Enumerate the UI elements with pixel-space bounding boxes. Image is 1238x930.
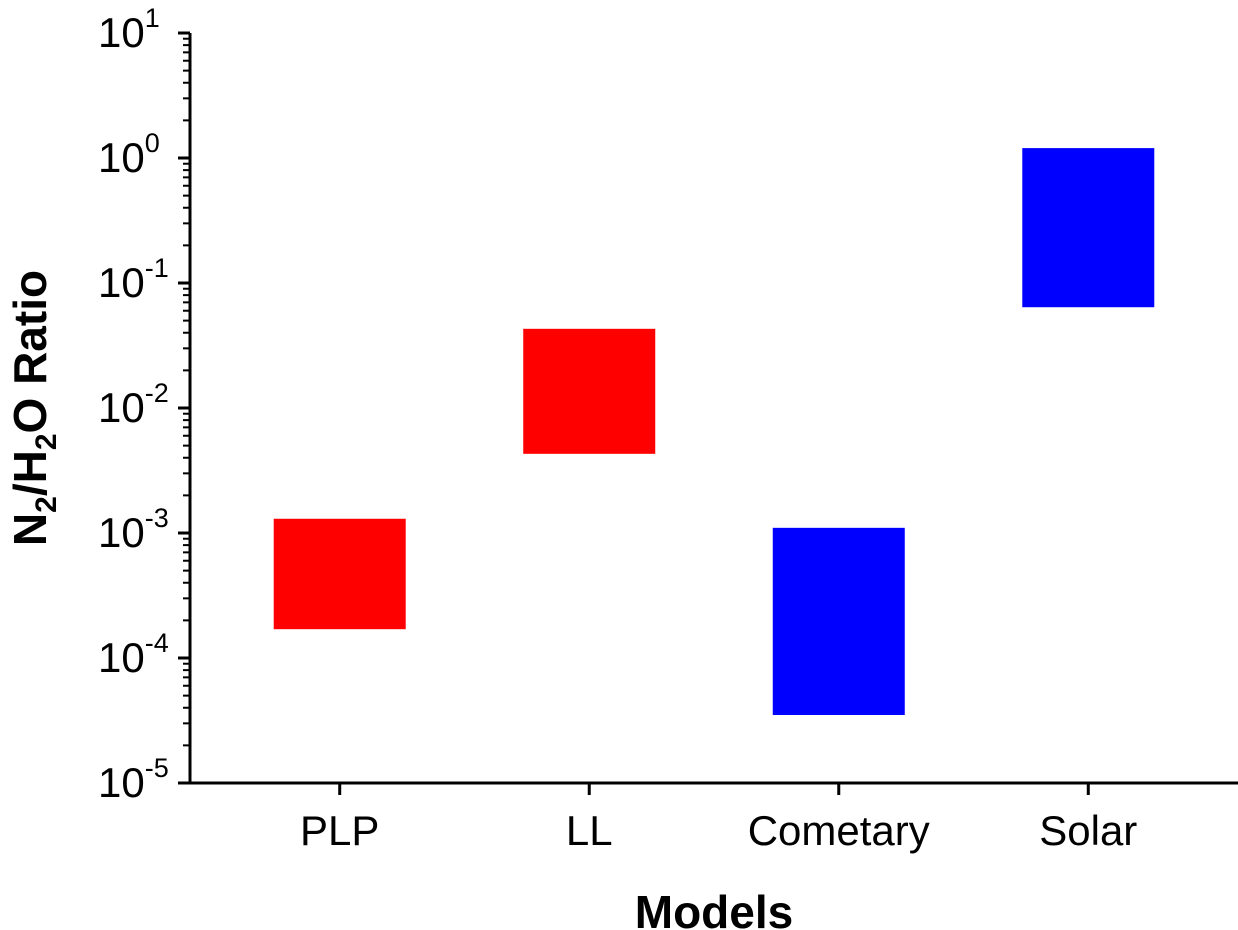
y-ticks-group [178, 31, 190, 785]
y-tick-base: 10 [98, 134, 145, 181]
x-tick-label: Cometary [748, 807, 930, 854]
y-axis-title-part: O Ratio [4, 270, 56, 434]
y-tick-exponent: 0 [145, 128, 160, 158]
y-tick-label: 10-4 [98, 628, 169, 681]
y-tick-base: 10 [98, 759, 145, 806]
y-tick-base: 10 [98, 509, 145, 556]
y-tick-exponent: -3 [145, 503, 169, 533]
y-axis-title: N2/H2O Ratio [4, 270, 63, 546]
axes-group [188, 33, 1238, 785]
range-bar-cometary [772, 527, 905, 715]
y-tick-base: 10 [98, 634, 145, 681]
x-tick-label: Solar [1039, 807, 1137, 854]
x-axis-title: Models [635, 886, 793, 930]
y-tick-base: 10 [98, 384, 145, 431]
y-tick-exponent: -4 [145, 628, 169, 658]
y-tick-exponent: 1 [145, 3, 160, 33]
x-tick-label: PLP [300, 807, 379, 854]
y-tick-base: 10 [98, 259, 145, 306]
y-axis-title-part: N [4, 513, 56, 546]
y-tick-label: 100 [98, 128, 160, 181]
y-tick-base: 10 [98, 9, 145, 56]
range-bar-ll [523, 328, 656, 454]
y-tick-exponent: -1 [145, 253, 169, 283]
range-bar-solar [1022, 148, 1155, 308]
bars-group [273, 148, 1155, 715]
y-axis-title-subscript: 2 [30, 433, 63, 450]
y-axis-title-part: /H [4, 450, 56, 496]
y-tick-label: 10-5 [98, 753, 169, 806]
y-tick-label: 101 [98, 3, 160, 56]
y-axis-title-subscript: 2 [30, 496, 63, 513]
y-tick-exponent: -5 [145, 753, 169, 783]
y-tick-label: 10-1 [98, 253, 169, 306]
range-bar-plp [273, 518, 406, 630]
x-tick-label: LL [566, 807, 613, 854]
y-tick-exponent: -2 [145, 378, 169, 408]
y-tick-label: 10-2 [98, 378, 169, 431]
x-ticks-group [338, 783, 1090, 795]
x-tick-labels-group: PLP LL Cometary Solar [300, 807, 1137, 854]
y-tick-label: 10-3 [98, 503, 169, 556]
